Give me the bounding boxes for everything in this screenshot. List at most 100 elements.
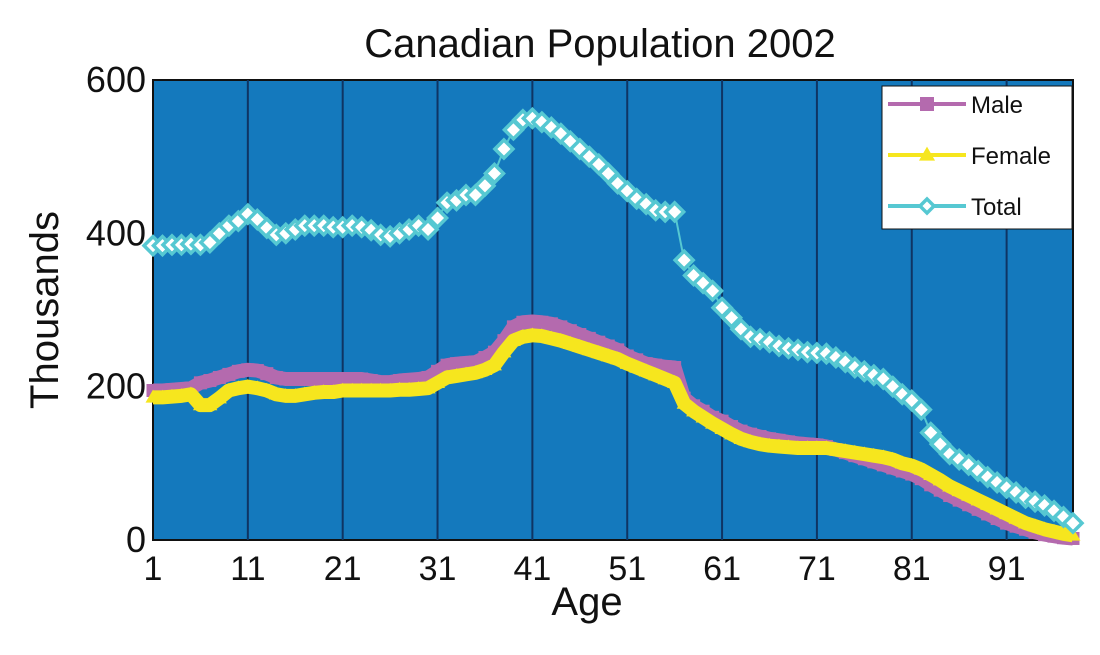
- x-tick-label-1: 1: [144, 550, 163, 588]
- legend-marker-male: [920, 97, 934, 111]
- x-tick-label-91: 91: [988, 550, 1026, 588]
- point-female-94: [1027, 518, 1043, 532]
- point-female-1: [145, 389, 161, 403]
- point-female-55: [657, 371, 673, 385]
- point-total-42: [530, 110, 554, 134]
- point-female-60: [705, 415, 721, 429]
- point-total-37: [482, 162, 506, 186]
- point-female-39: [505, 332, 521, 346]
- point-female-86: [951, 483, 967, 497]
- legend: Male Female Total: [881, 85, 1073, 230]
- y-tick-label-0: 0: [126, 519, 146, 560]
- point-female-79: [885, 451, 901, 465]
- point-total-62: [720, 306, 744, 330]
- point-female-85: [942, 478, 958, 492]
- point-female-41: [524, 327, 540, 341]
- point-female-27: [392, 381, 408, 395]
- point-female-93: [1018, 515, 1034, 529]
- point-female-58: [686, 403, 702, 417]
- point-female-11: [240, 378, 256, 392]
- point-female-7: [202, 397, 218, 411]
- x-axis-label: Age: [551, 580, 622, 624]
- point-female-96: [1046, 523, 1062, 537]
- point-female-31: [430, 375, 446, 389]
- point-female-74: [837, 443, 853, 457]
- point-female-69: [790, 440, 806, 454]
- point-female-6: [192, 397, 208, 411]
- point-female-89: [980, 496, 996, 510]
- x-tick-label-71: 71: [798, 550, 836, 588]
- point-female-61: [714, 421, 730, 435]
- point-total-60: [701, 279, 725, 303]
- point-female-51: [619, 355, 635, 369]
- point-female-45: [562, 335, 578, 349]
- x-tick-label-81: 81: [893, 550, 931, 588]
- point-female-62: [724, 426, 740, 440]
- point-total-30: [416, 218, 440, 241]
- point-female-63: [733, 431, 749, 444]
- point-female-81: [904, 457, 920, 471]
- point-female-76: [856, 446, 872, 460]
- point-female-25: [373, 382, 389, 396]
- y-tick-labels: 0 200 400 600: [86, 59, 146, 560]
- point-female-92: [1008, 510, 1024, 524]
- series-total: [141, 106, 1085, 535]
- chart-title: Canadian Population 2002: [364, 22, 836, 66]
- point-female-53: [638, 363, 654, 377]
- point-total-43: [539, 116, 563, 140]
- point-female-5: [183, 386, 199, 400]
- point-female-48: [591, 345, 607, 359]
- point-female-71: [809, 440, 825, 454]
- point-female-78: [875, 449, 891, 463]
- point-female-88: [970, 492, 986, 506]
- point-female-83: [923, 467, 939, 481]
- point-female-82: [913, 461, 929, 475]
- point-female-8: [211, 390, 227, 404]
- legend-label-female: Female: [971, 143, 1051, 170]
- point-female-36: [477, 362, 493, 375]
- legend-label-total: Total: [971, 194, 1022, 221]
- point-female-66: [762, 437, 777, 451]
- point-female-59: [695, 409, 711, 423]
- point-female-87: [961, 487, 977, 501]
- point-female-77: [866, 447, 882, 461]
- point-female-22: [344, 382, 360, 396]
- point-female-43: [543, 330, 559, 344]
- point-total-31: [426, 206, 450, 230]
- point-female-65: [752, 436, 768, 450]
- point-total-36: [473, 174, 497, 198]
- point-female-84: [932, 472, 948, 486]
- point-female-57: [676, 395, 692, 409]
- point-female-54: [648, 367, 664, 381]
- point-female-97: [1056, 526, 1071, 540]
- point-female-49: [600, 348, 616, 362]
- legend-marker-total: [917, 196, 937, 216]
- point-female-46: [572, 339, 588, 352]
- point-total-82: [909, 398, 933, 422]
- legend-label-male: Male: [971, 92, 1023, 119]
- point-total-98: [1061, 511, 1085, 535]
- point-female-37: [486, 357, 502, 371]
- x-tick-labels: 1 11 21 31 41 51 61 71 81 91: [144, 550, 1026, 588]
- x-tick-label-41: 41: [513, 550, 551, 588]
- point-female-21: [335, 382, 351, 396]
- point-female-15: [278, 388, 294, 402]
- point-female-91: [999, 506, 1015, 520]
- x-tick-label-31: 31: [419, 550, 457, 588]
- legend-entry-female: Female: [888, 143, 1051, 170]
- legend-entry-total: Total: [888, 194, 1022, 221]
- point-female-42: [534, 328, 550, 342]
- point-female-23: [354, 382, 370, 396]
- point-female-95: [1037, 521, 1053, 535]
- y-tick-label-600: 600: [86, 59, 146, 100]
- point-total-38: [492, 137, 516, 161]
- point-female-38: [496, 344, 512, 358]
- legend-entry-male: Male: [888, 92, 1023, 119]
- point-female-90: [989, 501, 1005, 515]
- legend-marker-female: [918, 146, 936, 161]
- point-female-56: [667, 375, 683, 389]
- point-female-80: [894, 455, 910, 469]
- point-female-12: [249, 380, 265, 394]
- point-female-44: [553, 332, 569, 346]
- y-axis-label: Thousands: [23, 211, 67, 409]
